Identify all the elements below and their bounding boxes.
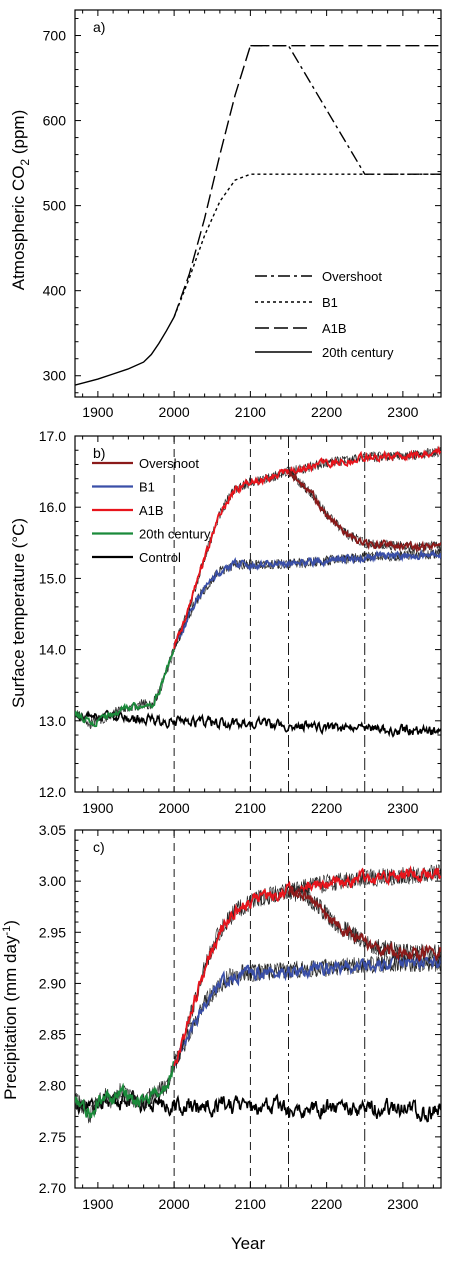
panel-label: a)	[93, 19, 105, 35]
x-tick-label: 2000	[159, 404, 190, 420]
x-tick-label: 1900	[82, 1196, 113, 1212]
x-tick-label: 2000	[159, 1196, 190, 1212]
series-line-overshoot	[287, 886, 441, 963]
plot-frame	[74, 435, 442, 793]
series-line-20th-century	[75, 1060, 175, 1119]
panel-b-temperature: 1900 2000 2100 2200 2300 12.0 13.0 14.0 15.0 16.0…	[9, 428, 442, 816]
series-line-20th-century	[75, 316, 175, 386]
y-tick-label: 16.0	[39, 499, 66, 515]
series-line-overshoot	[250, 45, 441, 175]
legend-entry: B1	[139, 480, 155, 495]
legend-entry: 20th century	[322, 345, 394, 360]
y-tick-label: 15.0	[39, 570, 66, 586]
y-tick-label: 12.0	[39, 784, 66, 800]
ensemble-member-b1	[173, 953, 441, 1073]
panel-a-co2: 1900 2000 2100 2200 2300 300 400 500 600 700 a) Atm…	[9, 9, 442, 420]
legend-entry: A1B	[139, 503, 164, 518]
series-line-a1b	[173, 865, 441, 1067]
y-tick-label: 13.0	[39, 713, 66, 729]
x-tick-label: 2300	[387, 800, 418, 816]
ensemble-member-a1b	[173, 445, 441, 650]
series-line-b1	[173, 952, 441, 1067]
legend-entry: B1	[322, 295, 338, 310]
x-tick-label: 1900	[82, 404, 113, 420]
x-tick-label: 2300	[387, 1196, 418, 1212]
panel-label: c)	[93, 839, 105, 855]
y-tick-label: 17.0	[39, 428, 66, 444]
panel-c-precipitation: 1900 2000 2100 2200 2300 2.70 2.75 2.80 2.85 2.90…	[1, 822, 442, 1253]
x-tick-label: 2100	[235, 800, 266, 816]
y-tick-label: 2.90	[39, 975, 66, 991]
x-tick-label: 2100	[235, 404, 266, 420]
x-axis-label: Year	[231, 1234, 266, 1253]
y-tick-label: 300	[43, 368, 67, 384]
y-tick-label: 2.70	[39, 1180, 66, 1196]
x-tick-label: 2000	[159, 800, 190, 816]
legend-entry: Overshoot	[139, 456, 199, 471]
x-tick-label: 2100	[235, 1196, 266, 1212]
series-line-b1	[173, 173, 441, 318]
y-tick-label: 2.80	[39, 1078, 66, 1094]
y-tick-label: 14.0	[39, 642, 66, 658]
y-axis-label: Precipitation (mm day-1)	[1, 920, 20, 1100]
panel-label: b)	[93, 445, 105, 461]
series-line-overshoot	[287, 470, 441, 553]
legend-entry: A1B	[322, 321, 347, 336]
series-line-b1	[173, 549, 441, 648]
legend-entry: Control	[139, 550, 181, 565]
y-axis-label: Surface temperature (°C)	[9, 518, 28, 708]
plot-frame	[74, 829, 442, 1189]
y-tick-label: 3.05	[39, 822, 66, 838]
series-line-20th-century	[75, 648, 175, 728]
x-tick-label: 1900	[82, 800, 113, 816]
plot-frame	[74, 9, 442, 398]
series-line-a1b	[173, 45, 441, 318]
x-tick-label: 2300	[387, 404, 418, 420]
series-line-control	[75, 709, 441, 738]
y-tick-label: 700	[43, 28, 67, 44]
y-tick-label: 2.85	[39, 1027, 66, 1043]
y-axis-label: Atmospheric CO2 (ppm)	[9, 110, 32, 291]
x-tick-label: 2200	[311, 404, 342, 420]
y-tick-label: 2.95	[39, 924, 66, 940]
x-tick-label: 2200	[311, 800, 342, 816]
x-tick-label: 2200	[311, 1196, 342, 1212]
y-tick-label: 400	[43, 283, 67, 299]
legend-entry: 20th century	[139, 527, 211, 542]
series-line-a1b	[173, 445, 441, 649]
legend-entry: Overshoot	[322, 269, 382, 284]
y-tick-label: 3.00	[39, 873, 66, 889]
y-tick-label: 2.75	[39, 1129, 66, 1145]
y-tick-label: 600	[43, 113, 67, 129]
y-tick-label: 500	[43, 198, 67, 214]
